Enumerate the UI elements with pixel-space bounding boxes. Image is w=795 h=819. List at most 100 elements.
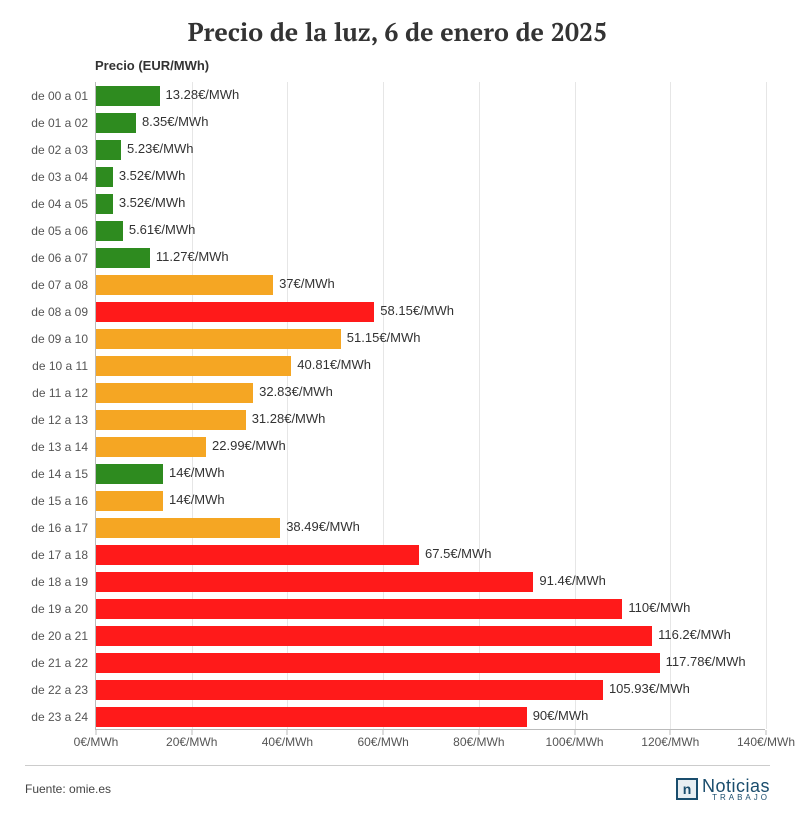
value-label: 5.23€/MWh — [127, 141, 193, 156]
value-label: 40.81€/MWh — [297, 357, 371, 372]
chart-row: de 04 a 053.52€/MWh — [96, 190, 765, 217]
bar — [96, 491, 163, 511]
y-label: de 08 a 09 — [16, 305, 88, 319]
footer: Fuente: omie.es n Noticias TRABAJO — [25, 765, 770, 801]
chart-row: de 05 a 065.61€/MWh — [96, 217, 765, 244]
bar — [96, 572, 533, 592]
bar — [96, 410, 246, 430]
chart-row: de 16 a 1738.49€/MWh — [96, 514, 765, 541]
value-label: 110€/MWh — [628, 600, 690, 615]
value-label: 3.52€/MWh — [119, 195, 185, 210]
chart-row: de 12 a 1331.28€/MWh — [96, 406, 765, 433]
chart-row: de 01 a 028.35€/MWh — [96, 109, 765, 136]
y-label: de 12 a 13 — [16, 413, 88, 427]
x-tick-label: 40€/MWh — [262, 735, 313, 749]
value-label: 116.2€/MWh — [658, 627, 731, 642]
chart-row: de 07 a 0837€/MWh — [96, 271, 765, 298]
y-label: de 17 a 18 — [16, 548, 88, 562]
bar — [96, 599, 622, 619]
y-label: de 03 a 04 — [16, 170, 88, 184]
x-tick-label: 80€/MWh — [453, 735, 504, 749]
logo-sub-text: TRABAJO — [702, 794, 770, 801]
x-tick-label: 0€/MWh — [74, 735, 119, 749]
chart-row: de 08 a 0958.15€/MWh — [96, 298, 765, 325]
bar — [96, 302, 374, 322]
bar — [96, 86, 160, 106]
logo-icon: n — [676, 778, 698, 800]
chart-row: de 18 a 1991.4€/MWh — [96, 568, 765, 595]
bar — [96, 383, 253, 403]
bar — [96, 545, 419, 565]
source-label: Fuente: omie.es — [25, 782, 111, 796]
chart-row: de 17 a 1867.5€/MWh — [96, 541, 765, 568]
y-label: de 07 a 08 — [16, 278, 88, 292]
y-label: de 14 a 15 — [16, 467, 88, 481]
y-label: de 15 a 16 — [16, 494, 88, 508]
value-label: 117.78€/MWh — [666, 654, 746, 669]
chart-row: de 00 a 0113.28€/MWh — [96, 82, 765, 109]
y-label: de 00 a 01 — [16, 89, 88, 103]
value-label: 91.4€/MWh — [539, 573, 605, 588]
y-label: de 13 a 14 — [16, 440, 88, 454]
value-label: 58.15€/MWh — [380, 303, 454, 318]
value-label: 11.27€/MWh — [156, 249, 229, 264]
brand-logo: n Noticias TRABAJO — [676, 778, 770, 801]
y-label: de 05 a 06 — [16, 224, 88, 238]
bar — [96, 275, 273, 295]
bar — [96, 356, 291, 376]
bar — [96, 140, 121, 160]
chart-area: de 00 a 0113.28€/MWhde 01 a 028.35€/MWhd… — [95, 82, 765, 730]
chart-row: de 14 a 1514€/MWh — [96, 460, 765, 487]
chart-row: de 09 a 1051.15€/MWh — [96, 325, 765, 352]
value-label: 14€/MWh — [169, 465, 225, 480]
gridline — [766, 82, 767, 729]
bar — [96, 518, 280, 538]
y-label: de 04 a 05 — [16, 197, 88, 211]
y-label: de 06 a 07 — [16, 251, 88, 265]
value-label: 32.83€/MWh — [259, 384, 333, 399]
bar — [96, 221, 123, 241]
x-tick-label: 120€/MWh — [641, 735, 699, 749]
chart-row: de 03 a 043.52€/MWh — [96, 163, 765, 190]
chart-row: de 02 a 035.23€/MWh — [96, 136, 765, 163]
y-label: de 02 a 03 — [16, 143, 88, 157]
y-label: de 23 a 24 — [16, 710, 88, 724]
bar — [96, 437, 206, 457]
x-tick-label: 140€/MWh — [737, 735, 795, 749]
chart-row: de 15 a 1614€/MWh — [96, 487, 765, 514]
bar — [96, 653, 660, 673]
chart-row: de 22 a 23105.93€/MWh — [96, 676, 765, 703]
y-label: de 10 a 11 — [16, 359, 88, 373]
y-label: de 21 a 22 — [16, 656, 88, 670]
bar — [96, 464, 163, 484]
chart-row: de 10 a 1140.81€/MWh — [96, 352, 765, 379]
chart-title: Precio de la luz, 6 de enero de 2025 — [0, 0, 795, 53]
bar — [96, 248, 150, 268]
value-label: 8.35€/MWh — [142, 114, 208, 129]
y-label: de 18 a 19 — [16, 575, 88, 589]
value-label: 67.5€/MWh — [425, 546, 491, 561]
value-label: 37€/MWh — [279, 276, 335, 291]
x-axis: 0€/MWh20€/MWh40€/MWh60€/MWh80€/MWh100€/M… — [96, 731, 765, 751]
y-axis-title: Precio (EUR/MWh) — [95, 58, 209, 73]
y-label: de 20 a 21 — [16, 629, 88, 643]
x-tick-label: 20€/MWh — [166, 735, 217, 749]
chart-row: de 11 a 1232.83€/MWh — [96, 379, 765, 406]
x-tick-label: 60€/MWh — [357, 735, 408, 749]
value-label: 105.93€/MWh — [609, 681, 690, 696]
bar — [96, 167, 113, 187]
y-label: de 01 a 02 — [16, 116, 88, 130]
value-label: 3.52€/MWh — [119, 168, 185, 183]
value-label: 90€/MWh — [533, 708, 589, 723]
y-label: de 09 a 10 — [16, 332, 88, 346]
value-label: 13.28€/MWh — [166, 87, 240, 102]
chart-row: de 21 a 22117.78€/MWh — [96, 649, 765, 676]
chart-row: de 23 a 2490€/MWh — [96, 703, 765, 730]
y-label: de 11 a 12 — [16, 386, 88, 400]
bar — [96, 329, 341, 349]
chart-row: de 20 a 21116.2€/MWh — [96, 622, 765, 649]
bar — [96, 680, 603, 700]
x-tick-label: 100€/MWh — [546, 735, 604, 749]
value-label: 31.28€/MWh — [252, 411, 326, 426]
y-label: de 22 a 23 — [16, 683, 88, 697]
